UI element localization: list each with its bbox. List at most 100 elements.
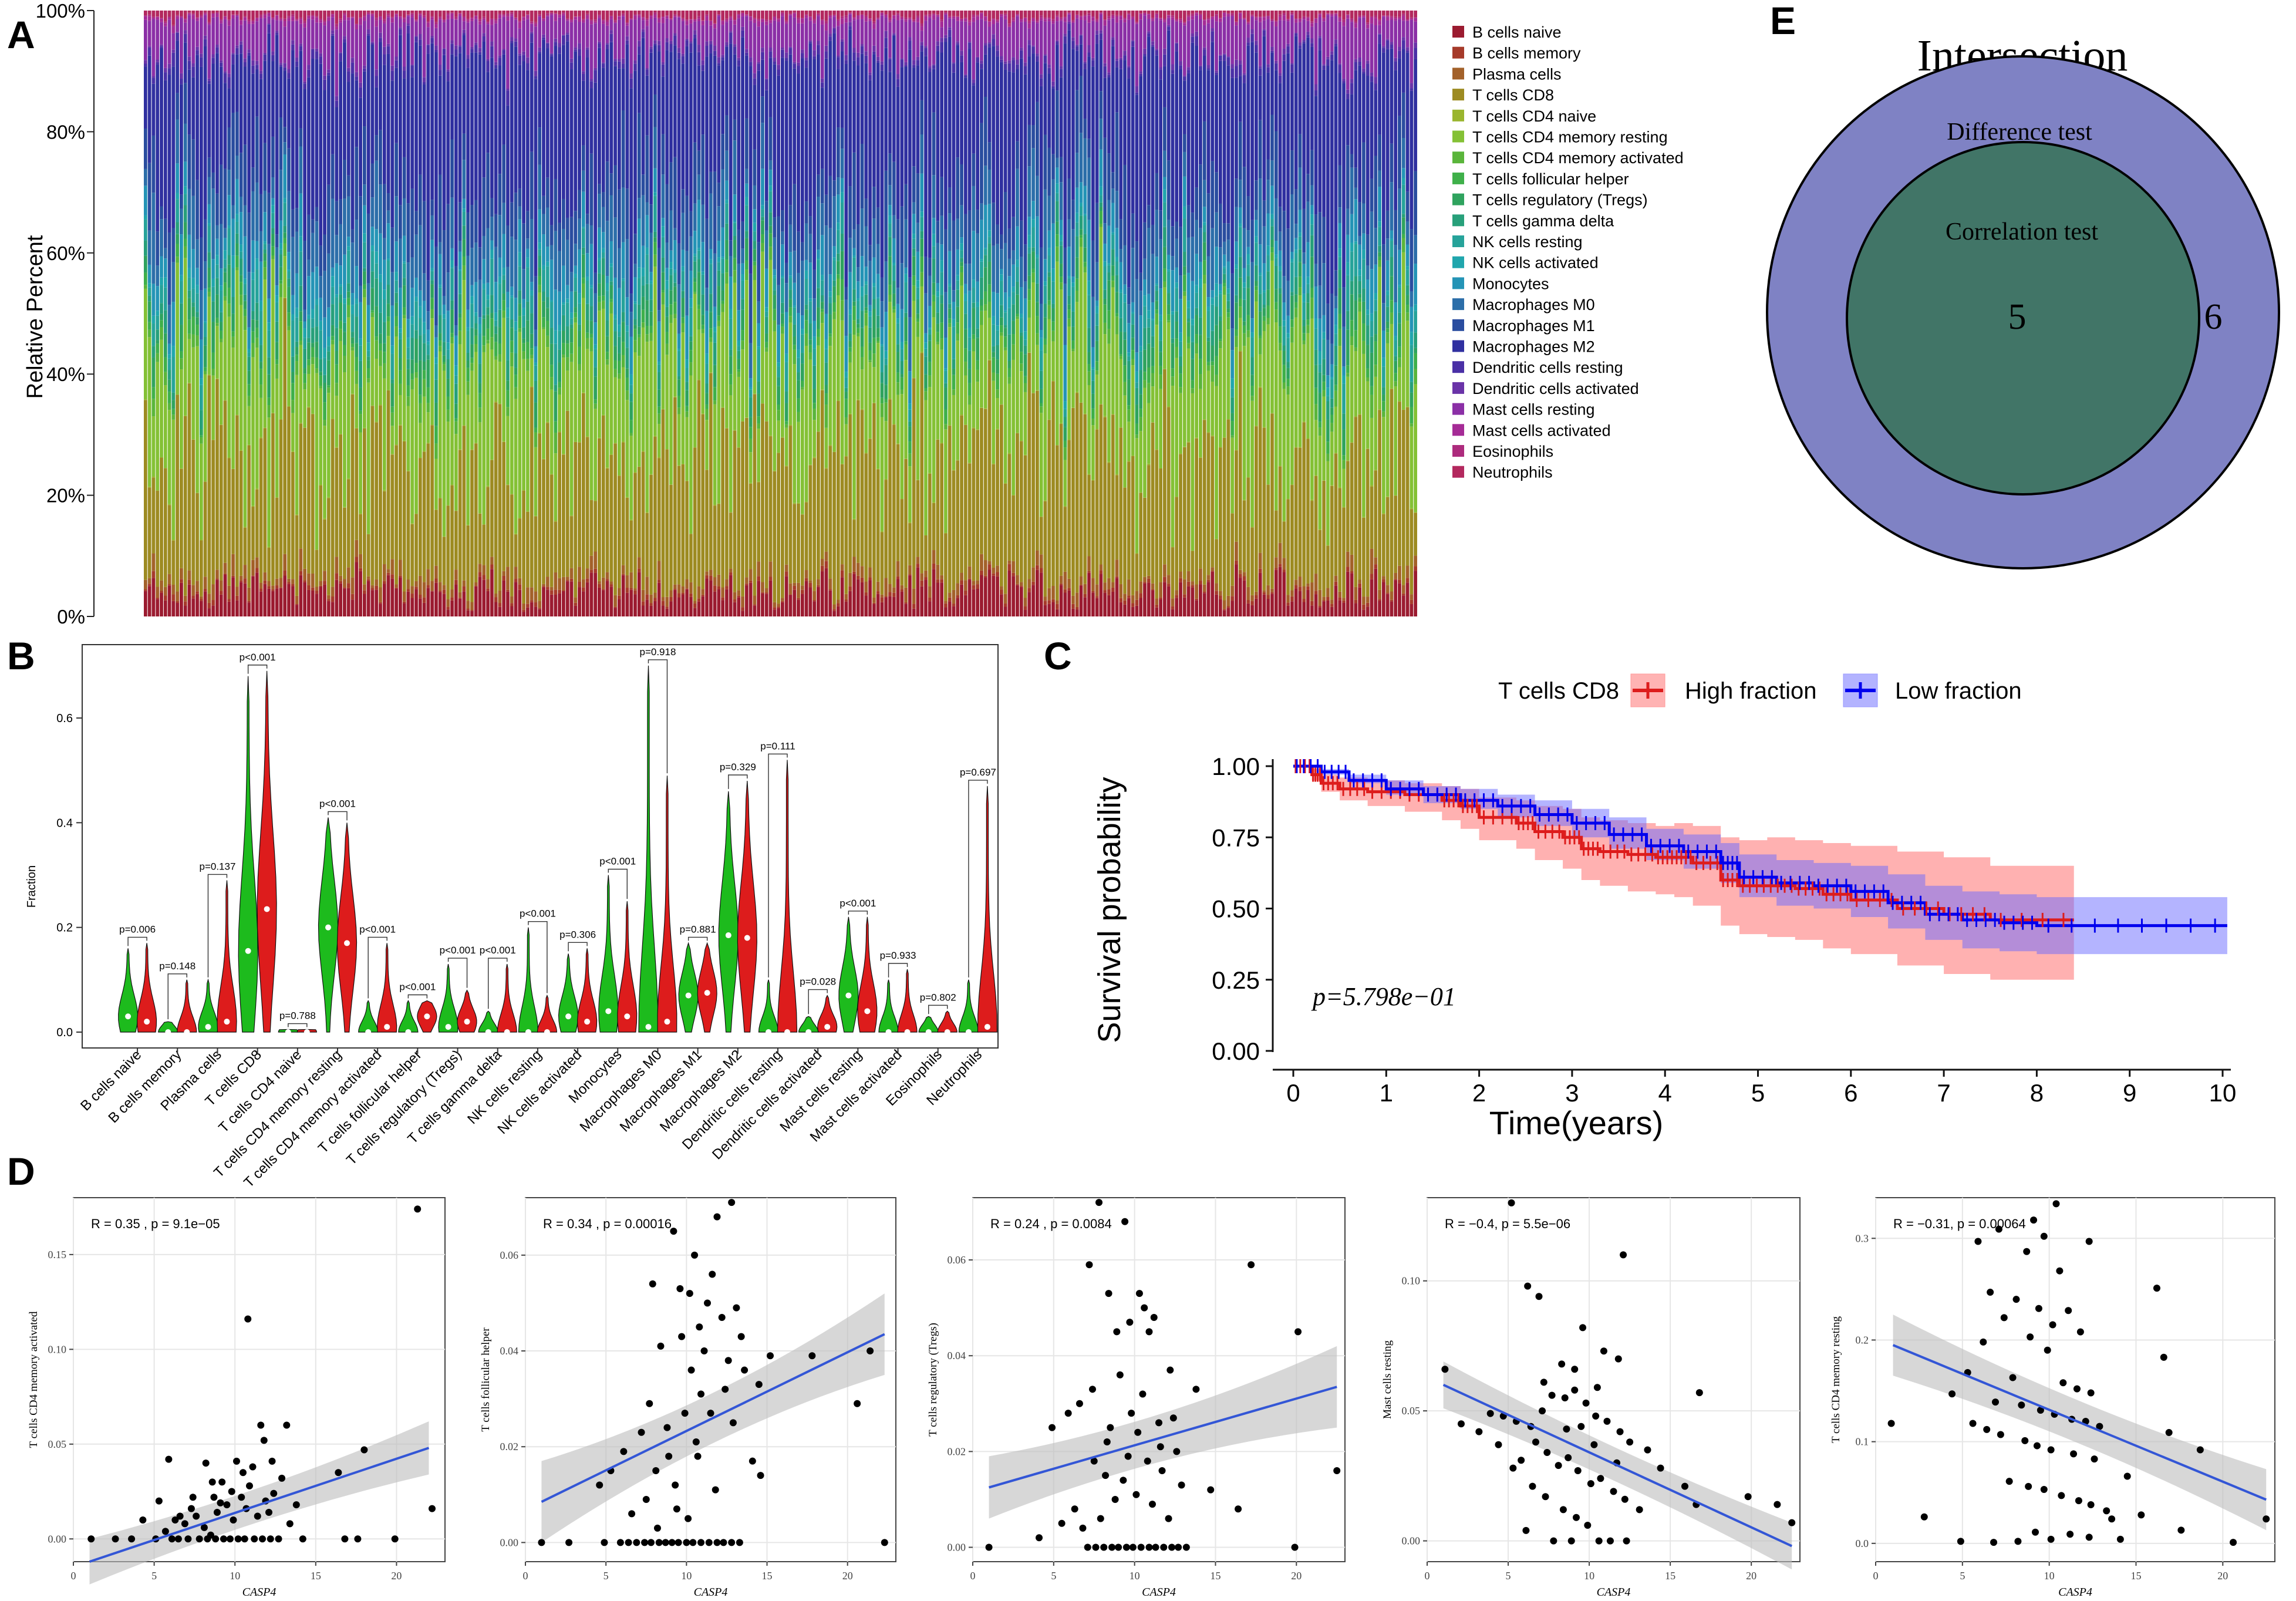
bar-segment-dendritic-cells-resting [594, 70, 598, 83]
bar-segment-dendritic-cells-resting [972, 83, 976, 86]
bar-segment-mast-cells-activated [713, 23, 717, 29]
bar-segment-nk-cells-activated [422, 322, 426, 334]
bar-segment-b-cells-memory [303, 580, 307, 582]
bar-segment-dendritic-cells-resting [1003, 63, 1007, 70]
bar-segment-b-cells-naive [474, 586, 478, 616]
bar-segment-macrophages-m0 [637, 198, 641, 219]
bar-segment-neutrophils [323, 11, 326, 21]
bar-segment-macrophages-m2 [538, 53, 542, 128]
bar-segment-mast-cells-activated [295, 20, 299, 21]
bar-segment-t-cells-cd8 [239, 450, 243, 576]
bar-segment-t-cells-regulatory-tregs [817, 307, 820, 329]
bar-segment-t-cells-cd4-memory-activated [478, 407, 482, 423]
bar-segment-neutrophils [156, 11, 160, 17]
bar-segment-t-cells-gamma-delta [490, 295, 494, 314]
bar-segment-t-cells-regulatory-tregs [629, 402, 633, 420]
bar-segment-t-cells-cd8 [848, 414, 852, 573]
bar-segment-macrophages-m2 [466, 68, 470, 213]
bar-segment-macrophages-m2 [737, 66, 741, 230]
bar-segment-macrophages-m1 [717, 183, 721, 207]
bar-segment-t-cells-cd4-memory-activated [665, 343, 669, 355]
bar-segment-b-cells-naive [346, 588, 350, 616]
bar-segment-monocytes [940, 244, 944, 261]
sample-bar [430, 11, 434, 616]
bar-segment-t-cells-regulatory-tregs [346, 291, 350, 298]
bar-segment-mast-cells-resting [952, 18, 956, 63]
bar-segment-macrophages-m1 [661, 134, 665, 175]
bar-segment-neutrophils [836, 11, 840, 19]
bar-segment-eosinophils [876, 17, 880, 19]
bar-segment-monocytes [601, 232, 605, 248]
sample-bar [908, 11, 912, 616]
bar-segment-mast-cells-resting [562, 15, 565, 35]
bar-segment-t-cells-follicular-helper [609, 299, 613, 302]
bar-segment-plasma-cells [649, 594, 653, 604]
bar-segment-t-cells-gamma-delta [211, 301, 215, 322]
bar-segment-nk-cells-activated [737, 340, 741, 346]
bar-segment-t-cells-cd4-memory-resting [359, 432, 362, 514]
bar-segment-macrophages-m1 [203, 219, 207, 262]
bar-segment-t-cells-regulatory-tregs [458, 313, 462, 318]
bar-segment-macrophages-m2 [637, 54, 641, 113]
bar-segment-b-cells-naive [375, 589, 379, 616]
bar-segment-plasma-cells [156, 587, 160, 598]
bar-segment-plasma-cells [227, 585, 231, 599]
bar-segment-plasma-cells [852, 557, 856, 572]
bar-segment-nk-cells-activated [665, 280, 669, 289]
bar-segment-t-cells-cd4-memory-activated [629, 433, 633, 436]
bar-segment-mast-cells-resting [263, 18, 267, 53]
bar-segment-t-cells-gamma-delta [414, 330, 418, 339]
bar-segment-macrophages-m2 [219, 66, 223, 165]
bar-segment-dendritic-cells-activated [450, 40, 454, 44]
sample-bar [526, 11, 530, 616]
bar-segment-t-cells-cd4-memory-resting [180, 369, 183, 468]
bar-segment-eosinophils [343, 13, 346, 15]
bar-segment-dendritic-cells-resting [749, 62, 753, 66]
bar-segment-plasma-cells [554, 572, 558, 590]
bar-segment-b-cells-memory [335, 573, 339, 580]
bar-segment-nk-cells-activated [183, 186, 187, 194]
bar-segment-t-cells-follicular-helper [569, 342, 574, 354]
bar-segment-plasma-cells [287, 578, 291, 582]
bar-segment-nk-cells-activated [319, 321, 323, 331]
bar-segment-mast-cells-activated [147, 16, 151, 21]
bar-segment-macrophages-m0 [156, 265, 160, 287]
bar-segment-macrophages-m0 [733, 140, 737, 195]
bar-segment-mast-cells-activated [506, 16, 510, 21]
bar-segment-neutrophils [303, 11, 307, 21]
sample-bar [868, 11, 872, 616]
bar-segment-t-cells-cd4-memory-resting [438, 351, 442, 498]
bar-segment-neutrophils [554, 11, 558, 14]
bar-segment-macrophages-m0 [983, 166, 987, 205]
bar-segment-t-cells-cd8 [315, 550, 319, 587]
bar-segment-t-cells-cd8 [987, 360, 992, 561]
bar-segment-mast-cells-activated [725, 20, 729, 22]
bar-segment-plasma-cells [697, 586, 701, 599]
bar-segment-plasma-cells [737, 590, 741, 596]
bar-segment-eosinophils [187, 12, 191, 14]
bar-segment-macrophages-m1 [629, 294, 633, 312]
bar-segment-dendritic-cells-activated [578, 43, 581, 49]
bar-segment-t-cells-cd4-memory-activated [872, 353, 876, 368]
bar-segment-t-cells-cd8 [948, 426, 952, 593]
bar-segment-nk-cells-resting [872, 287, 876, 299]
bar-segment-b-cells-naive [510, 606, 514, 616]
bar-segment-t-cells-follicular-helper [518, 316, 522, 329]
bar-segment-b-cells-memory [176, 601, 180, 603]
bar-segment-t-cells-follicular-helper [996, 373, 999, 390]
bar-segment-dendritic-cells-resting [657, 45, 661, 52]
bar-segment-nk-cells-resting [283, 203, 287, 226]
bar-segment-t-cells-cd8 [295, 515, 299, 596]
bar-segment-macrophages-m0 [263, 190, 267, 213]
bar-segment-t-cells-gamma-delta [203, 337, 207, 346]
bar-segment-mast-cells-activated [633, 15, 637, 20]
bar-segment-mast-cells-resting [960, 21, 963, 51]
bar-segment-mast-cells-resting [677, 17, 681, 48]
bar-segment-b-cells-memory [386, 572, 390, 575]
bar-segment-nk-cells-activated [390, 345, 395, 354]
bar-segment-macrophages-m2 [402, 78, 406, 157]
sample-bar [777, 11, 780, 616]
bar-segment-mast-cells-activated [689, 19, 693, 24]
bar-segment-t-cells-follicular-helper [669, 304, 673, 315]
bar-segment-mast-cells-resting [928, 18, 932, 66]
